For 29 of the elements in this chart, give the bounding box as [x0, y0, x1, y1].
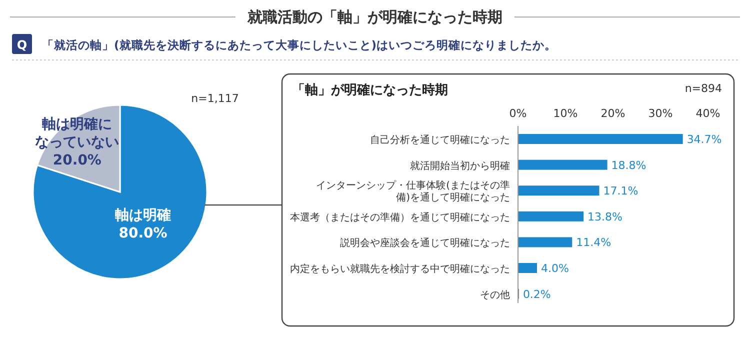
y-tick-label: 説明会や座談会を通じて明確になった — [340, 237, 510, 250]
y-tick-label: インターンシップ・仕事体験(またはその準備)を通して明確になった — [316, 180, 510, 204]
data-label: 11.4% — [576, 236, 612, 250]
y-tick-label: 就活開始当初から明確 — [410, 160, 510, 172]
data-label: 34.7% — [686, 133, 722, 146]
y-tick-label: 本選考（またはその準備）を通じて明確になった — [290, 211, 510, 224]
text: 「就活の軸」(就職先を決断するにあたって大事にしたいこと)はいつごろ明確になりましたか。 — [42, 38, 557, 52]
x-tick-label: 20% — [600, 107, 626, 120]
text: 就職活動の「軸」が明確になった時期 — [246, 8, 502, 26]
x-tick-label: 10% — [553, 107, 578, 120]
text: 「軸」が明確になった時期 — [292, 83, 448, 98]
y-tick-label: 自己分析を通じて明確になった — [370, 134, 510, 146]
text: n=894 — [684, 82, 722, 95]
y-tick-label: 内定をもらい就職先を検討する中で明確になった — [290, 263, 510, 275]
text: Q — [16, 38, 28, 52]
data-label: 4.0% — [541, 262, 569, 275]
y-tick-label: その他 — [480, 288, 510, 301]
data-label: 20.0% — [52, 152, 102, 168]
x-tick-label: 30% — [648, 107, 673, 120]
text: n=1,117 — [191, 92, 239, 105]
data-label: 13.8% — [588, 210, 623, 224]
data-label: 17.1% — [603, 184, 638, 198]
slice-label: 軸は明確 — [114, 208, 172, 224]
data-label: 0.2% — [522, 288, 551, 301]
x-tick-label: 40% — [696, 107, 720, 120]
data-label: 80.0% — [118, 226, 168, 242]
x-tick-label: 0% — [509, 107, 527, 120]
data-label: 18.8% — [611, 158, 646, 172]
slice-label: 軸は明確になっていない — [35, 116, 120, 150]
